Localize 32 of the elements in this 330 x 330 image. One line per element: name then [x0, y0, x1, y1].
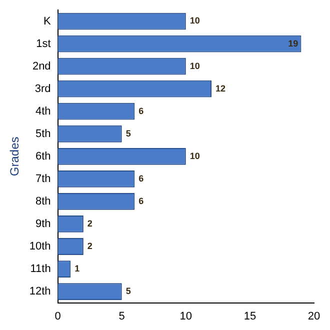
data-label: 10: [190, 16, 200, 26]
data-label: 5: [126, 286, 131, 296]
x-tick-label: 15: [244, 310, 256, 322]
y-tick-label: 8th: [36, 195, 51, 208]
y-tick-label: 5th: [36, 128, 51, 140]
x-tick-label: 20: [308, 310, 320, 322]
y-tick-label: K: [43, 15, 52, 28]
x-tick-label: 10: [180, 310, 192, 322]
data-label: 12: [216, 83, 226, 94]
data-label: 2: [87, 240, 92, 251]
data-label: 6: [138, 173, 144, 184]
data-label: 6: [138, 196, 144, 206]
y-tick-label: 6th: [36, 150, 51, 162]
data-label: 19: [288, 38, 298, 48]
y-tick-label: 7th: [36, 172, 51, 185]
x-tick-label: 5: [118, 310, 125, 322]
y-tick-label: 1st: [36, 38, 51, 50]
data-label: 10: [190, 150, 200, 161]
data-label: 10: [190, 60, 200, 71]
y-tick-label: 2nd: [32, 60, 51, 72]
y-tick-label: 11th: [30, 263, 51, 276]
data-label: 5: [126, 128, 131, 138]
data-label: 1: [74, 264, 80, 274]
data-label: 2: [87, 218, 92, 228]
y-tick-label: 4th: [36, 105, 51, 118]
data-label: 6: [138, 106, 144, 116]
y-axis-title: Grades: [8, 136, 22, 176]
y-tick-label: 9th: [36, 218, 51, 230]
y-tick-label: 3rd: [34, 82, 51, 95]
y-tick-label: 12th: [29, 286, 51, 298]
x-tick-label: 0: [54, 310, 61, 322]
y-tick-label: 10th: [29, 240, 51, 253]
